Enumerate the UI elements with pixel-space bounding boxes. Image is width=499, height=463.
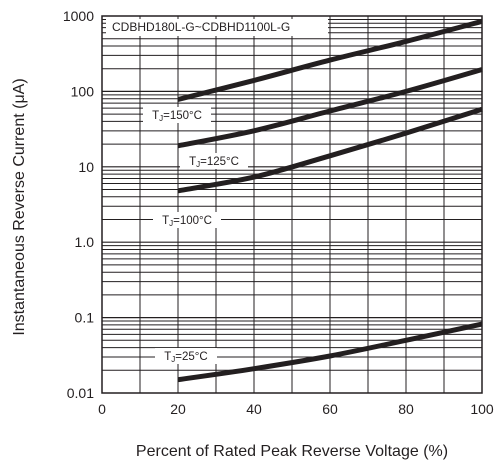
chart-title-box: CDBHD180L-G~CDBHD1100L-G <box>106 19 328 36</box>
plot-frame <box>101 15 483 394</box>
series-label-background <box>153 212 221 228</box>
x-axis-title: Percent of Rated Peak Reverse Voltage (%… <box>135 443 449 460</box>
series-line <box>177 18 483 102</box>
series-label: TJ=25°C <box>164 351 207 364</box>
y-tick-label: 0.1 <box>75 310 95 326</box>
y-tick-label: 1000 <box>63 8 94 24</box>
x-tick-label: 40 <box>246 401 262 417</box>
x-tick-label: 80 <box>398 401 414 417</box>
series-label-background <box>180 153 248 169</box>
series-line <box>177 106 483 194</box>
x-tick-label: 60 <box>322 401 338 417</box>
chart-title: CDBHD180L-G~CDBHD1100L-G <box>112 20 290 34</box>
x-tick-label: 0 <box>98 401 106 417</box>
series-labels: TJ=150°C TJ=125°C TJ=100°C TJ=25°C <box>143 107 248 364</box>
y-tick-label: 10 <box>78 159 94 175</box>
series-label-background <box>155 348 217 364</box>
x-tick-label: 20 <box>170 401 186 417</box>
series-label-background <box>143 107 211 123</box>
y-tick-label: 100 <box>71 83 95 99</box>
series-line <box>177 321 483 383</box>
grid-lines <box>102 16 482 393</box>
series-line <box>177 67 483 149</box>
y-axis-title: Instantaneous Reverse Current (μA) <box>11 78 28 336</box>
y-tick-label: 1.0 <box>75 234 95 250</box>
chart-title-background <box>106 19 328 36</box>
series-label: TJ=100°C <box>162 215 212 228</box>
series-lines <box>177 18 483 383</box>
tick-labels: 0.01 0.1 1.0 10 100 1000 0 20 40 60 80 100 <box>63 8 494 417</box>
plot-border <box>101 15 483 394</box>
series-label: TJ=150°C <box>152 110 202 123</box>
y-tick-label: 0.01 <box>67 385 94 401</box>
series-label: TJ=125°C <box>189 156 239 169</box>
x-tick-label: 100 <box>470 401 494 417</box>
